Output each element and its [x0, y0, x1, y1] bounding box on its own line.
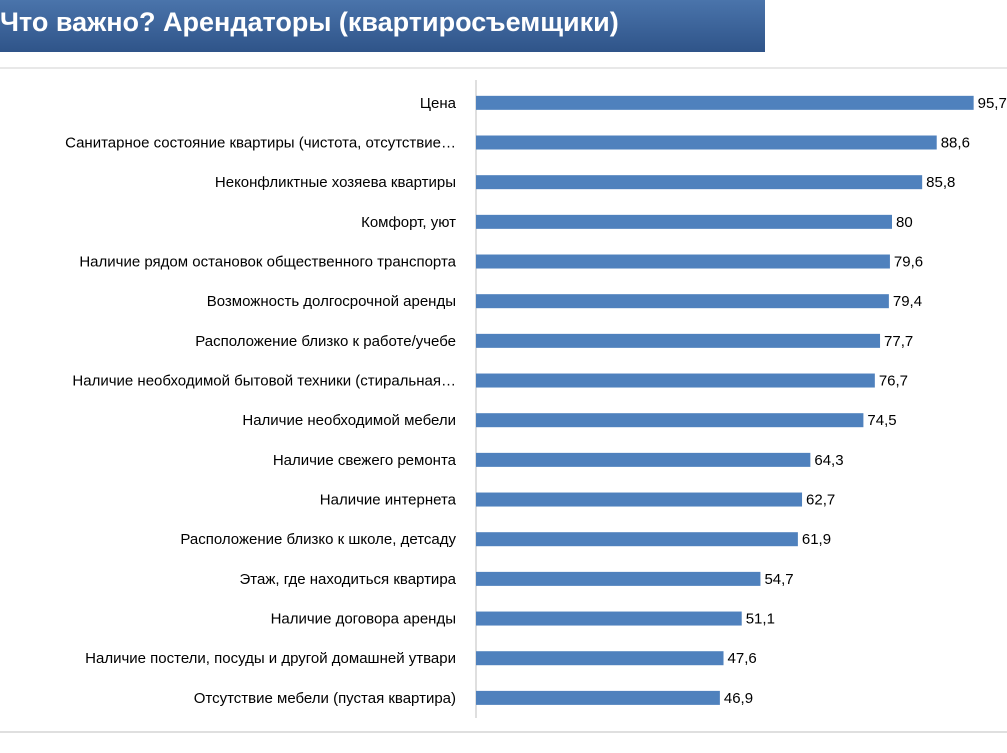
category-label: Расположение близко к школе, детсаду [180, 531, 456, 548]
bar [476, 571, 761, 586]
value-label: 77,7 [884, 333, 913, 350]
category-label: Наличие необходимой мебели [242, 412, 456, 429]
bar [476, 373, 875, 388]
value-label: 74,5 [867, 412, 896, 429]
bar [476, 333, 881, 348]
value-label: 51,1 [746, 611, 775, 628]
bar [476, 452, 811, 467]
bar [476, 690, 720, 705]
bar [476, 175, 923, 190]
bar [476, 413, 864, 428]
chart-title: Что важно? Арендаторы (квартиросъемщики) [0, 7, 619, 37]
category-label: Наличие постели, посуды и другой домашне… [85, 650, 456, 667]
category-label: Отсутствие мебели (пустая квартира) [194, 690, 456, 707]
category-label: Цена [420, 95, 457, 112]
category-label: Возможность долгосрочной аренды [207, 293, 456, 310]
value-label: 80 [896, 214, 913, 231]
value-label: 46,9 [724, 690, 753, 707]
value-label: 54,7 [764, 571, 793, 588]
bar [476, 254, 890, 269]
value-label: 62,7 [806, 492, 835, 509]
category-label: Наличие рядом остановок общественного тр… [79, 253, 456, 270]
value-label: 61,9 [802, 531, 831, 548]
bar [476, 95, 974, 110]
bar [476, 651, 724, 666]
value-label: 79,6 [894, 253, 923, 270]
category-label: Этаж, где находиться квартира [240, 571, 457, 588]
bar [476, 214, 892, 229]
value-label: 79,4 [893, 293, 922, 310]
category-label: Комфорт, уют [361, 214, 456, 231]
value-label: 85,8 [926, 174, 955, 191]
category-label: Наличие необходимой бытовой техники (сти… [72, 372, 456, 389]
title-banner [0, 0, 765, 52]
category-label: Наличие интернета [320, 492, 457, 509]
value-label: 47,6 [728, 650, 757, 667]
category-label: Наличие договора аренды [271, 611, 456, 628]
bar [476, 611, 742, 626]
bar [476, 532, 798, 547]
bar [476, 492, 803, 507]
value-label: 64,3 [814, 452, 843, 469]
category-label: Расположение близко к работе/учебе [195, 333, 456, 350]
bar [476, 294, 889, 309]
bar [476, 135, 937, 150]
value-label: 88,6 [941, 134, 970, 151]
value-label: 76,7 [879, 372, 908, 389]
category-label: Санитарное состояние квартиры (чистота, … [65, 134, 456, 151]
category-label: Наличие свежего ремонта [273, 452, 457, 469]
value-label: 95,7 [978, 95, 1007, 112]
category-label: Неконфликтные хозяева квартиры [215, 174, 456, 191]
